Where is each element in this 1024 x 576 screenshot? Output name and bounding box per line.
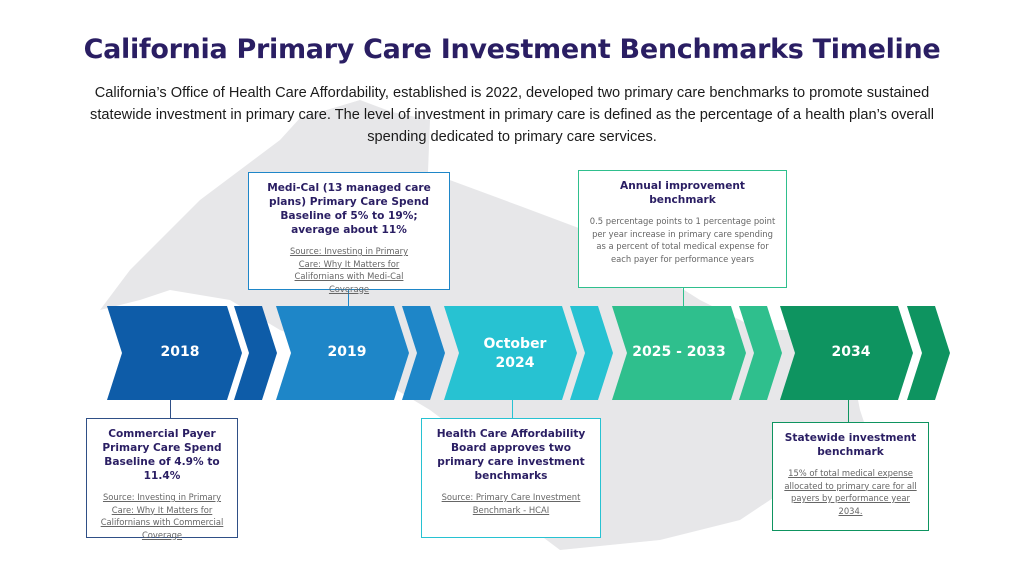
timeline-label-2034: 2034 bbox=[831, 344, 871, 360]
event-title-2024: Health Care Affordability Board approves… bbox=[436, 428, 586, 482]
event-box-2025-2033: Annual improvement benchmark 0.5 percent… bbox=[578, 170, 787, 288]
event-body-2034: 15% of total medical expense allocated t… bbox=[784, 468, 917, 516]
event-title-2019: Medi-Cal (13 managed care plans) Primary… bbox=[267, 182, 431, 236]
timeline-label-2018: 2018 bbox=[160, 344, 200, 360]
chevron-2024-small bbox=[570, 306, 613, 400]
timeline-label-2019: 2019 bbox=[327, 344, 367, 360]
chevron-2019 bbox=[276, 306, 409, 400]
chevron-2025 bbox=[612, 306, 746, 400]
chevron-2024 bbox=[444, 306, 577, 400]
chevron-2034 bbox=[780, 306, 913, 400]
chevron-2034-small bbox=[907, 306, 950, 400]
event-title-2018: Commercial Payer Primary Care Spend Base… bbox=[102, 428, 222, 482]
event-box-2034: Statewide investment benchmark 15% of to… bbox=[772, 422, 929, 531]
timeline-label-october-2024: October 2024 bbox=[483, 336, 547, 371]
event-title-2034: Statewide investment benchmark bbox=[784, 432, 917, 458]
chevron-2019-small bbox=[402, 306, 445, 400]
event-title-2025-2033: Annual improvement benchmark bbox=[620, 180, 745, 206]
source-link-2024[interactable]: Source: Primary Care Investment Benchmar… bbox=[441, 492, 581, 515]
chevron-2025-small bbox=[739, 306, 782, 400]
connector-2024 bbox=[512, 400, 513, 418]
connector-2019 bbox=[348, 290, 349, 306]
event-box-2018: Commercial Payer Primary Care Spend Base… bbox=[86, 418, 238, 540]
source-link-2019[interactable]: Source: Investing in Primary Care: Why I… bbox=[289, 246, 409, 294]
connector-2018 bbox=[170, 400, 171, 418]
event-box-2019: Medi-Cal (13 managed care plans) Primary… bbox=[248, 172, 450, 294]
connector-2025 bbox=[683, 288, 684, 306]
source-link-2018[interactable]: Source: Investing in Primary Care: Why I… bbox=[100, 492, 224, 540]
page-title: California Primary Care Investment Bench… bbox=[83, 34, 941, 65]
event-body-2025-2033: 0.5 percentage points to 1 percentage po… bbox=[589, 216, 776, 264]
intro-paragraph: California’s Office of Health Care Affor… bbox=[90, 85, 934, 145]
event-box-2024: Health Care Affordability Board approves… bbox=[421, 418, 601, 538]
connector-2034 bbox=[848, 400, 849, 422]
chevron-2018-small bbox=[234, 306, 277, 400]
chevron-2018 bbox=[107, 306, 242, 400]
timeline-label-2025-2033: 2025 - 2033 bbox=[632, 344, 726, 360]
